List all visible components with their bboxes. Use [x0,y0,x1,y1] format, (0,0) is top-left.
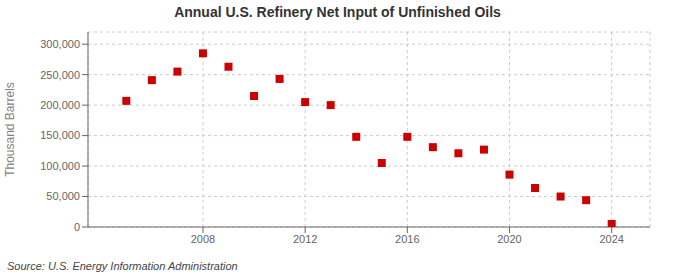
svg-text:2008: 2008 [191,233,215,245]
html-text:Annual U.S. Refinery Net Input: Annual U.S. Refinery Net Input of Unfini… [174,4,501,20]
svg-text:2024: 2024 [599,233,623,245]
svg-text:2016: 2016 [395,233,419,245]
svg-text:2012: 2012 [293,233,317,245]
svg-text:2020: 2020 [497,233,521,245]
svg-text:50,000: 50,000 [46,190,80,202]
svg-text:0: 0 [74,221,80,233]
svg-text:300,000: 300,000 [40,38,80,50]
svg-text:Thousand Barrels: Thousand Barrels [8,82,17,177]
svg-text:250,000: 250,000 [40,69,80,81]
html-text:Source: U.S. Energy Informatio: Source: U.S. Energy Information Administ… [7,260,238,272]
svg-text:100,000: 100,000 [40,160,80,172]
svg-text:150,000: 150,000 [40,129,80,141]
svg-text:200,000: 200,000 [40,99,80,111]
